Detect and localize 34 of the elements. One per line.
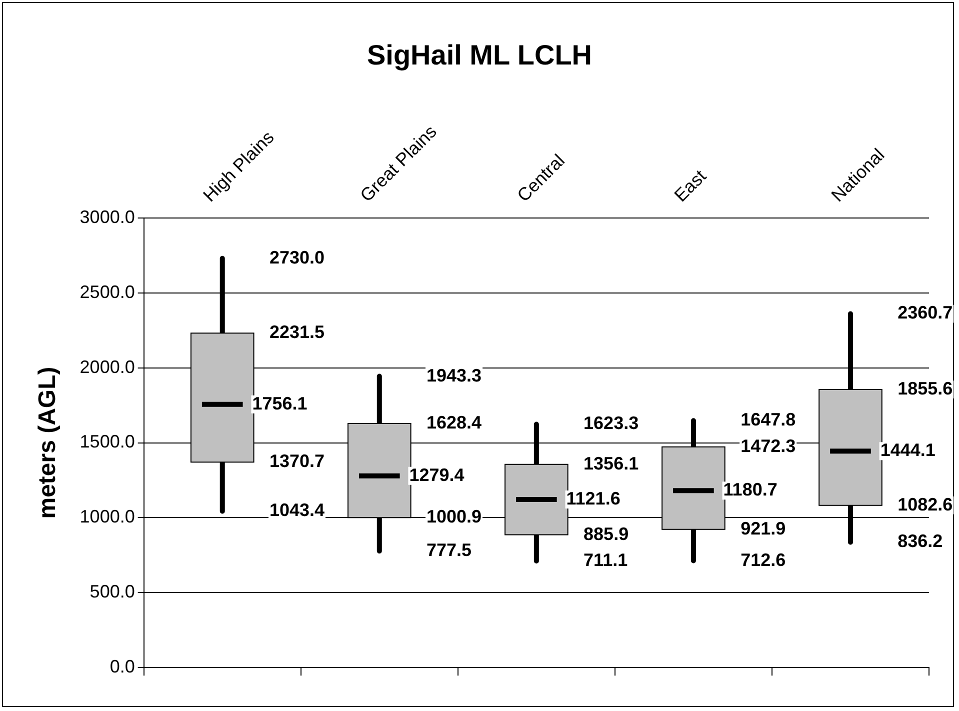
text: 921.9: [740, 518, 786, 538]
text: 836.2: [898, 531, 943, 552]
y-tick-label: 1000.0: [80, 506, 135, 527]
text: 885.9: [584, 524, 629, 544]
text: 1647.8: [740, 410, 796, 430]
text: 1628.4: [426, 412, 482, 432]
text: 1943.3: [426, 365, 482, 386]
text: 1000.9: [426, 506, 482, 527]
y-axis-title: meters (AGL): [34, 366, 62, 519]
text: 777.5: [426, 540, 472, 560]
text: 1756.1: [252, 393, 308, 414]
text: 1855.6: [898, 378, 953, 398]
text: 1623.3: [584, 413, 639, 434]
text: 2360.7: [898, 302, 953, 323]
y-tick-label: 3000.0: [80, 206, 135, 227]
text: 1180.7: [723, 480, 778, 500]
text: 1279.4: [409, 464, 464, 485]
text: 2231.5: [269, 322, 325, 342]
text: 1356.1: [584, 453, 639, 474]
y-tick-label: 2000.0: [80, 356, 135, 377]
text: 1043.4: [269, 500, 325, 520]
y-tick-label: 0.0: [110, 656, 135, 677]
text: 2730.0: [269, 247, 325, 268]
text: 711.1: [584, 550, 628, 570]
text: 712.6: [740, 550, 786, 570]
text: 1370.7: [269, 451, 325, 472]
chart-title: SigHail ML LCLH: [366, 40, 592, 71]
text: 1082.6: [898, 494, 953, 514]
text: 1121.6: [566, 488, 620, 508]
text: 1444.1: [880, 440, 936, 460]
y-tick-label: 1500.0: [80, 432, 135, 452]
text: 1472.3: [740, 436, 796, 456]
y-tick-label: 2500.0: [80, 282, 135, 302]
y-tick-label: 500.0: [90, 582, 135, 602]
